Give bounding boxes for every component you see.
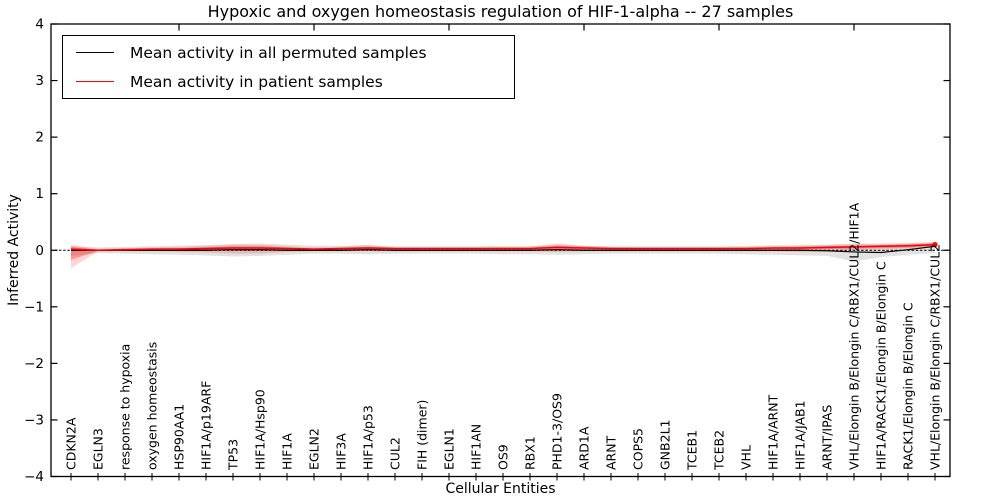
x-tick-label: HSP90AA1	[172, 404, 187, 470]
x-tick-label: CDKN2A	[64, 417, 79, 470]
y-axis-title: Inferred Activity	[6, 194, 22, 306]
x-tick-label: CUL2	[388, 437, 403, 470]
y-tick-label: −3	[24, 412, 44, 428]
legend-label-patient: Mean activity in patient samples	[130, 72, 383, 91]
x-tick-label: HIF1A/p19ARF	[199, 381, 214, 470]
legend-item-patient: Mean activity in patient samples	[63, 67, 514, 96]
x-tick-label: HIF1AN	[469, 424, 484, 470]
x-tick-label: TCEB2	[712, 430, 727, 471]
x-tick-label: VHL/Elongin B/Elongin C/RBX1/CUL2	[928, 244, 943, 470]
x-tick-label: GNB2L1	[658, 420, 673, 470]
x-tick-label: HIF1A	[280, 433, 295, 470]
band-permuted-samples-range	[71, 242, 935, 262]
x-tick-label: RBX1	[523, 436, 538, 470]
legend-item-permuted: Mean activity in all permuted samples	[63, 38, 514, 67]
x-tick-label: EGLN2	[307, 428, 322, 470]
legend-line-patient-icon	[76, 81, 114, 82]
y-tick-label: −2	[24, 356, 44, 372]
x-tick-label: RACK1/Elongin B/Elongin C	[901, 302, 916, 470]
x-tick-label: HIF1A/RACK1/Elongin B/Elongin C	[874, 261, 889, 470]
x-tick-label: ARNT/IPAS	[820, 405, 835, 470]
x-tick-label: HIF3A	[334, 433, 349, 470]
x-tick-label: oxygen homeostasis	[145, 342, 160, 470]
y-tick-label: −1	[24, 299, 44, 315]
x-tick-label: HIF1A/p53	[361, 405, 376, 470]
chart-title: Hypoxic and oxygen homeostasis regulatio…	[207, 2, 794, 21]
x-tick-label: PHD1-3/OS9	[550, 393, 565, 470]
series-line-permuted	[71, 245, 936, 254]
band-patient-samples-range-inner	[71, 243, 935, 260]
x-tick-label: TP53	[226, 439, 241, 471]
y-tick-label: 2	[35, 130, 44, 146]
x-tick-label: TCEB1	[685, 430, 700, 471]
x-tick-label: EGLN1	[442, 428, 457, 470]
patient-endpoint-marker	[932, 241, 938, 248]
x-tick-label: response to hypoxia	[118, 344, 133, 470]
legend-line-permuted-icon	[76, 52, 114, 53]
y-tick-label: 4	[35, 17, 44, 33]
x-tick-label: HIF1A/JAB1	[793, 400, 808, 470]
x-tick-label: VHL/Elongin B/Elongin C/RBX1/CUL2/HIF1A	[847, 202, 862, 470]
x-tick-label: OS9	[496, 444, 511, 470]
x-tick-label: COPS5	[631, 428, 646, 470]
x-tick-label: FIH (dimer)	[415, 400, 430, 470]
legend-label-permuted: Mean activity in all permuted samples	[130, 43, 427, 62]
y-tick-label: 3	[35, 73, 44, 89]
x-tick-label: HIF1A/ARNT	[766, 394, 781, 470]
y-tick-label: 1	[35, 186, 44, 202]
x-tick-label: ARD1A	[577, 426, 592, 470]
legend: Mean activity in all permuted samples Me…	[62, 35, 515, 99]
y-tick-label: −4	[24, 469, 44, 485]
x-tick-label: ARNT	[604, 435, 619, 470]
x-tick-label: VHL	[739, 445, 754, 470]
x-tick-label: EGLN3	[91, 428, 106, 470]
x-axis-title: Cellular Entities	[445, 481, 556, 497]
y-tick-label: 0	[35, 243, 44, 259]
x-tick-label: HIF1A/Hsp90	[253, 389, 268, 470]
series-line-patient	[70, 243, 936, 252]
